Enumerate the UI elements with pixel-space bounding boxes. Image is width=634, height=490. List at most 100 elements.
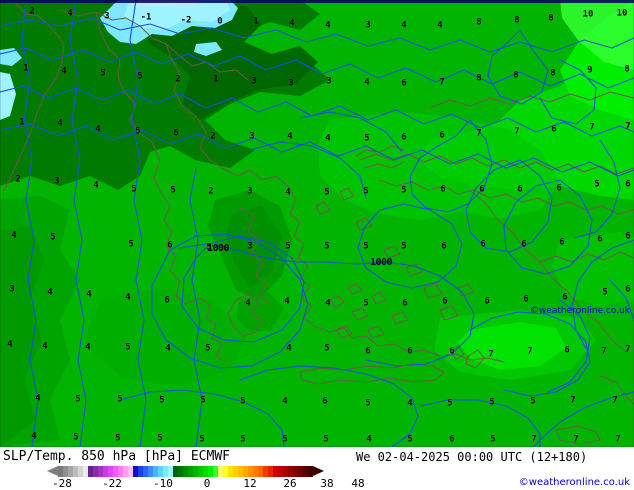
temperature-label: 6 bbox=[521, 239, 527, 250]
map-footer: SLP/Temp. 850 hPa [hPa] ECMWF We 02-04-2… bbox=[0, 447, 634, 490]
temperature-label: 5 bbox=[100, 68, 106, 79]
colorbar-swatch bbox=[188, 466, 193, 477]
temperature-label: 8 bbox=[514, 15, 520, 26]
isobar-label: 1000 bbox=[206, 243, 230, 254]
temperature-label: 8 bbox=[476, 73, 482, 84]
temperature-label: 1 bbox=[213, 74, 219, 85]
color-scale-legend[interactable]: -28 -22 -10 0 12 26 38 48 bbox=[0, 466, 365, 490]
temperature-label: -2 bbox=[180, 15, 192, 26]
temperature-label: 5 bbox=[135, 126, 141, 137]
temperature-label: 4 bbox=[364, 77, 370, 88]
temp-band-green-greece2 bbox=[226, 206, 282, 288]
temperature-label: 5 bbox=[128, 239, 134, 250]
temperature-label: 5 bbox=[131, 184, 137, 195]
temperature-label: 3 bbox=[365, 20, 371, 31]
temperature-label: 6 bbox=[402, 298, 408, 309]
colorbar-swatch bbox=[153, 466, 158, 477]
temperature-label: 5 bbox=[323, 434, 329, 445]
temperature-label: 5 bbox=[137, 71, 143, 82]
temperature-label: 5 bbox=[489, 397, 495, 408]
product-title: SLP/Temp. 850 hPa [hPa] ECMWF bbox=[3, 449, 230, 464]
temperature-label: 6 bbox=[556, 183, 562, 194]
map-copyright-overlay: ©weatheronline.co.uk bbox=[529, 306, 630, 316]
colorbar-swatch bbox=[293, 466, 298, 477]
temperature-label: 0 bbox=[217, 16, 223, 27]
colorbar-swatch bbox=[228, 466, 233, 477]
temperature-label: 8 bbox=[548, 13, 554, 24]
colorbar-swatch bbox=[178, 466, 183, 477]
temperature-label: 5 bbox=[602, 287, 608, 298]
colorbar-swatch bbox=[273, 466, 278, 477]
temperature-label: 4 bbox=[35, 393, 41, 404]
temperature-label: 5 bbox=[170, 185, 176, 196]
temperature-label: 3 bbox=[249, 131, 255, 142]
temperature-label: 6 bbox=[480, 239, 486, 250]
temperature-label: 1 bbox=[19, 117, 25, 128]
temperature-label: 4 bbox=[95, 124, 101, 135]
colorbar-swatch bbox=[108, 466, 113, 477]
temperature-label: 5 bbox=[159, 395, 165, 406]
temperature-label: 3 bbox=[104, 11, 110, 22]
temperature-label: 5 bbox=[364, 133, 370, 144]
isobar-label: 1000 bbox=[369, 257, 393, 268]
colorbar-tick-label: 38 bbox=[320, 477, 334, 490]
colorbar-swatch bbox=[183, 466, 188, 477]
temperature-label: 4 bbox=[42, 341, 48, 352]
colorbar-swatch bbox=[158, 466, 163, 477]
colorbar-swatch bbox=[148, 466, 153, 477]
temperature-label: 2 bbox=[175, 74, 181, 85]
temperature-label: 5 bbox=[206, 242, 212, 253]
temperature-label: 4 bbox=[407, 398, 413, 409]
temperature-label: 5 bbox=[363, 186, 369, 197]
colorbar-tick-label: 0 bbox=[203, 477, 211, 490]
colorbar-swatch bbox=[303, 466, 308, 477]
temperature-label: 4 bbox=[289, 18, 295, 29]
colorbar-tick-label: 26 bbox=[283, 477, 297, 490]
temperature-label: 6 bbox=[625, 179, 631, 190]
temperature-label: 4 bbox=[282, 396, 288, 407]
temperature-label: 5 bbox=[447, 398, 453, 409]
temperature-label: 5 bbox=[50, 232, 56, 243]
colorbar-swatch bbox=[103, 466, 108, 477]
temperature-label: 7 bbox=[514, 126, 520, 137]
temperature-label: 7 bbox=[625, 121, 631, 132]
temperature-label: 3 bbox=[247, 241, 253, 252]
temperature-label: 3 bbox=[54, 176, 60, 187]
colorbar-swatch bbox=[78, 466, 83, 477]
colorbar-swatch bbox=[253, 466, 258, 477]
temperature-label: 6 bbox=[401, 132, 407, 143]
temperature-label: 5 bbox=[240, 434, 246, 445]
colorbar-swatch bbox=[298, 466, 303, 477]
temperature-label: 2 bbox=[15, 174, 21, 185]
temperature-label: 4 bbox=[286, 343, 292, 354]
temp-band-cyan-2 bbox=[124, 0, 230, 30]
temperature-label: 4 bbox=[401, 20, 407, 31]
temperature-label: 5 bbox=[282, 434, 288, 445]
temperature-label: 3 bbox=[251, 76, 257, 87]
temperature-label: 6 bbox=[173, 128, 179, 139]
temp-band-dark-green bbox=[0, 0, 330, 190]
temperature-label: 6 bbox=[523, 294, 529, 305]
temperature-label: 5 bbox=[157, 433, 163, 444]
colorbar-swatch bbox=[213, 466, 218, 477]
temperature-label: 7 bbox=[601, 346, 607, 357]
temperature-label: 6 bbox=[562, 292, 568, 303]
temperature-label: 5 bbox=[200, 395, 206, 406]
temperature-label: 4 bbox=[11, 230, 17, 241]
colorbar-tick-label: -28 bbox=[52, 477, 72, 490]
temperature-label: 6 bbox=[479, 184, 485, 195]
temperature-label: 6 bbox=[401, 78, 407, 89]
colorbar-left-cap bbox=[47, 466, 58, 476]
temp-band-cyan-left2 bbox=[0, 72, 16, 120]
temperature-label: 5 bbox=[490, 434, 496, 445]
colorbar-tick-label: 12 bbox=[243, 477, 257, 490]
colorbar-swatch bbox=[168, 466, 173, 477]
weather-map-canvas[interactable]: 2 4 3 -1 -2 0 1 4 4 3 4 4 8 8 8 10 10 1 4 5 5 2 1 3 3 3 4 6 7 8 8 8 9 8 1 4… bbox=[0, 0, 634, 447]
temperature-label: -1 bbox=[140, 12, 152, 23]
temperature-label: 4 bbox=[437, 20, 443, 31]
temperature-label: 5 bbox=[324, 241, 330, 252]
colorbar-swatch bbox=[173, 466, 178, 477]
temperature-label: 4 bbox=[325, 20, 331, 31]
colorbar-swatch bbox=[128, 466, 133, 477]
temperature-label: 8 bbox=[550, 68, 556, 79]
